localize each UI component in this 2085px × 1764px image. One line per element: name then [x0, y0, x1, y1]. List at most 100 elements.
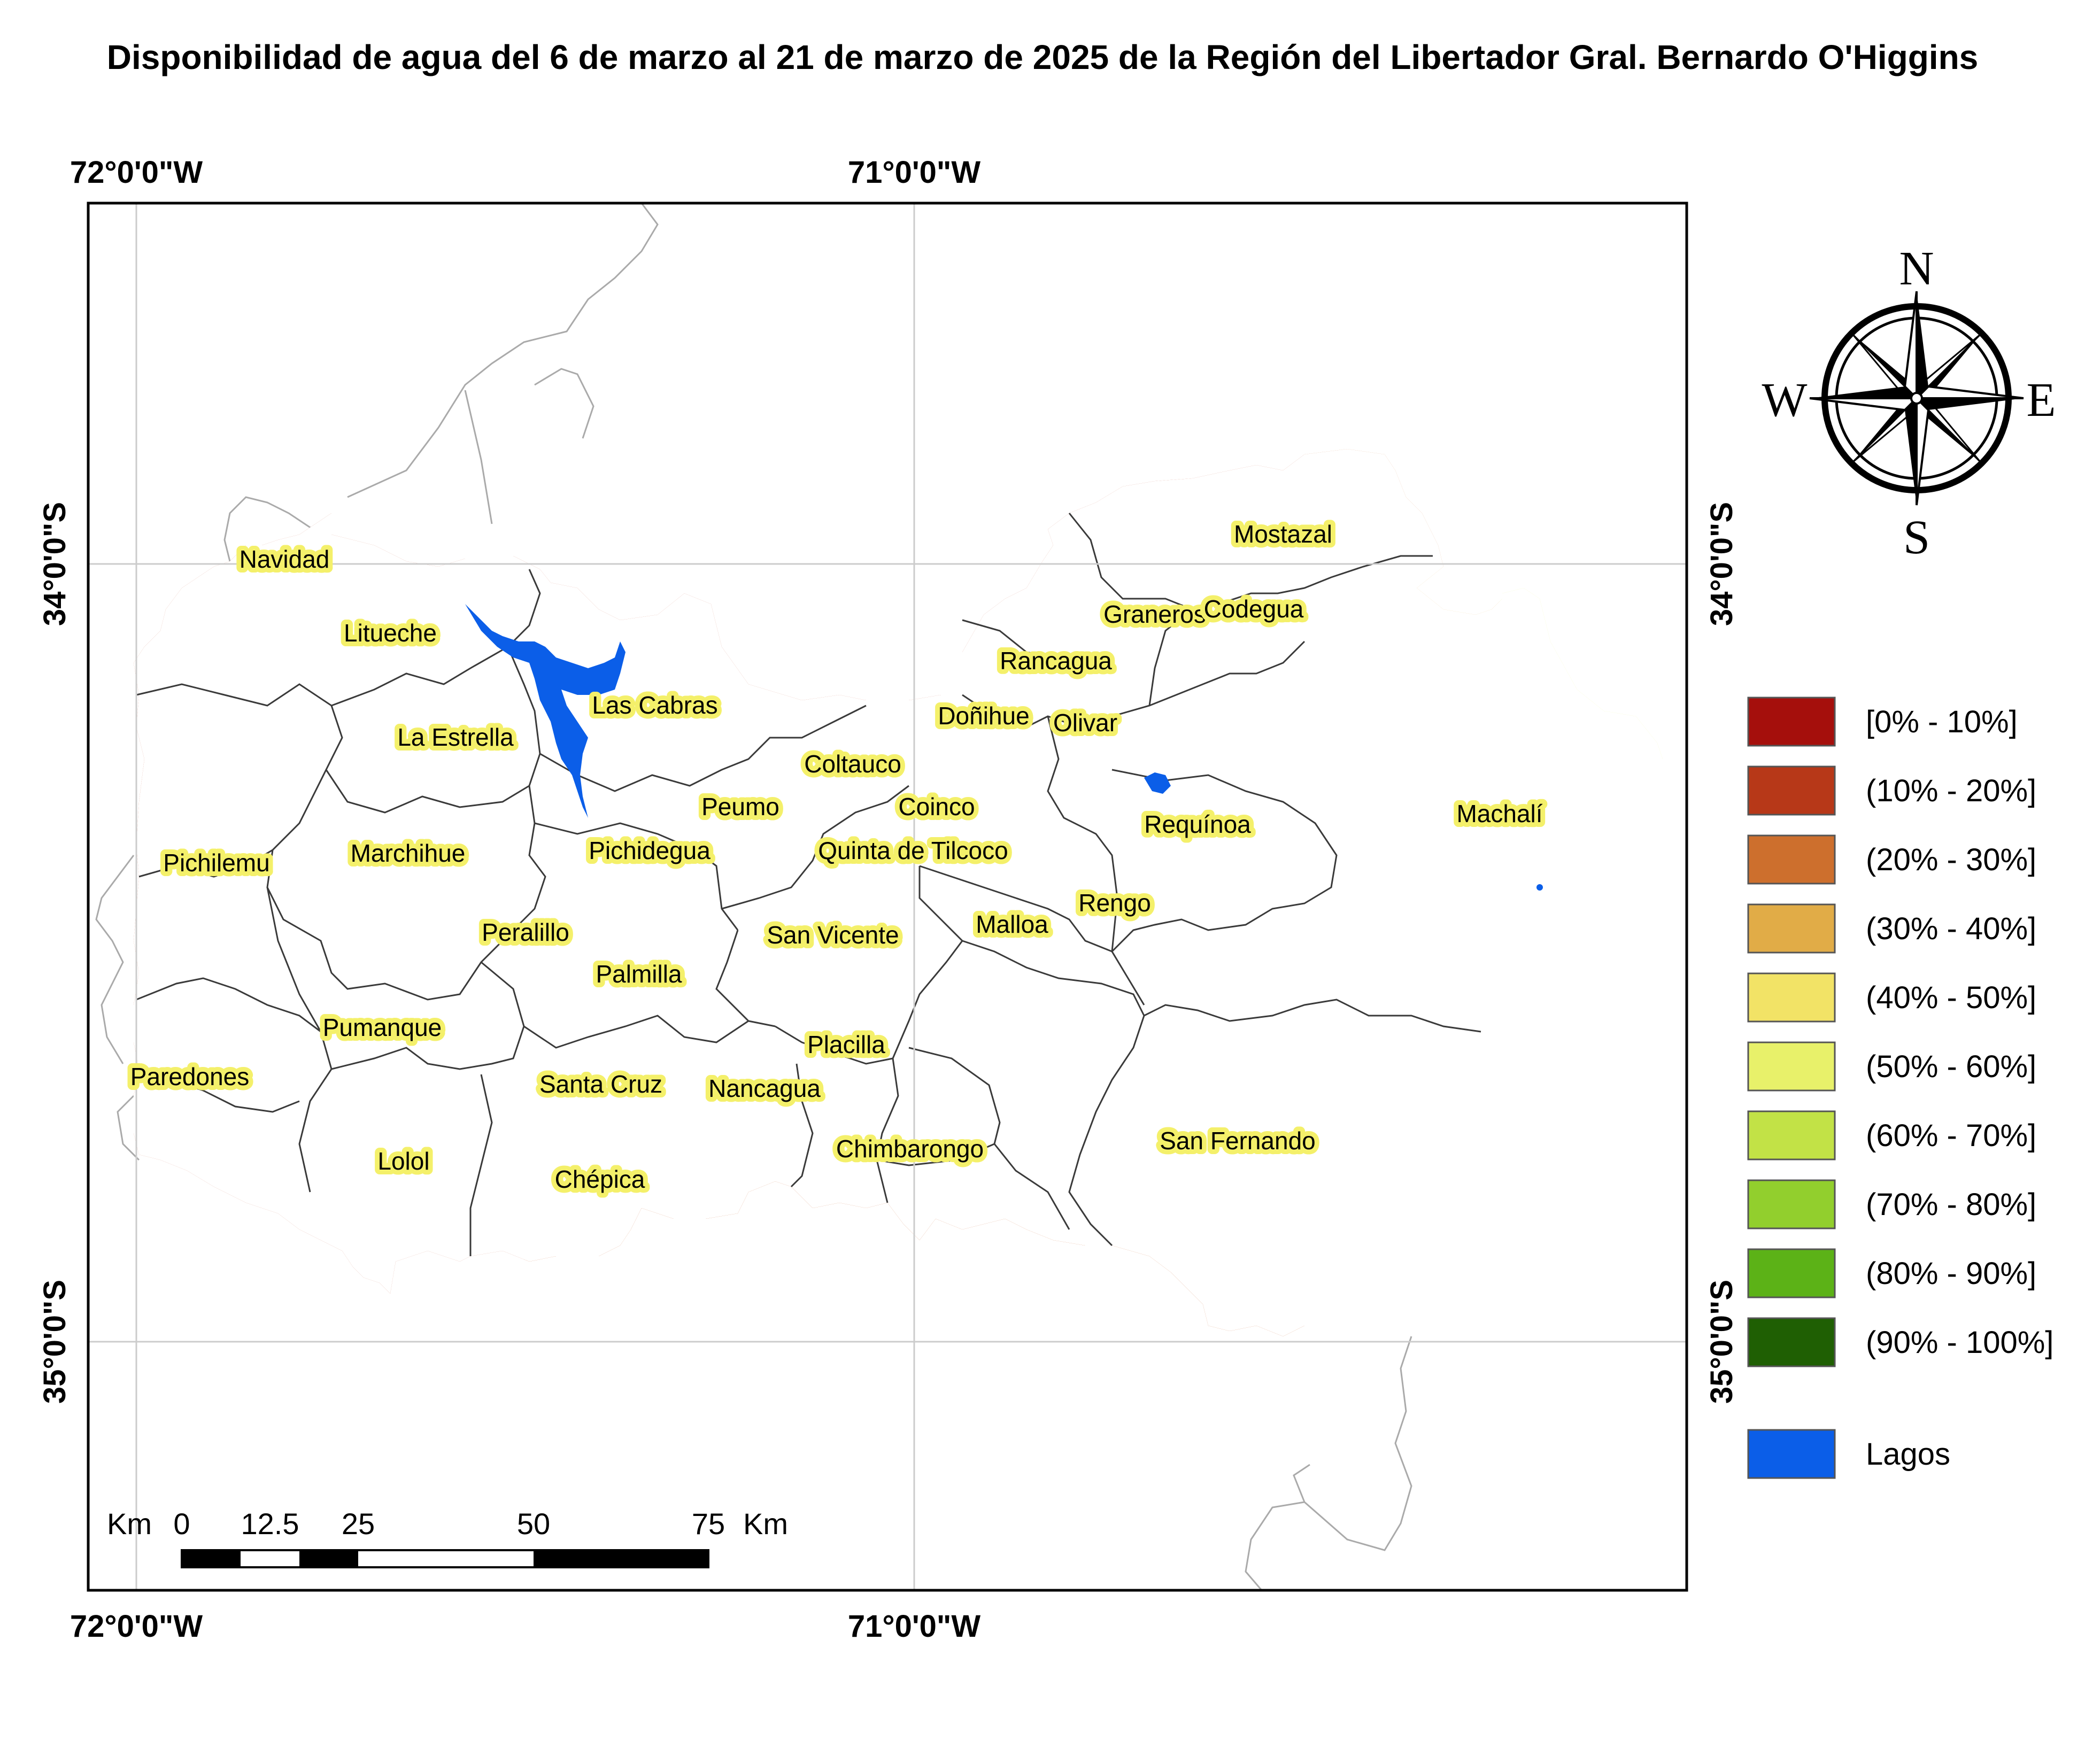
scale-unit-right: Km	[743, 1507, 788, 1541]
place-label-halo: Las Cabras	[592, 691, 717, 719]
place-label: Machalí	[1456, 800, 1542, 827]
place-label: Placilla	[807, 1031, 885, 1058]
place-label-halo: Malloa	[976, 910, 1048, 938]
legend-swatch	[1747, 972, 1836, 1023]
place-label: Lolol	[377, 1147, 429, 1175]
place-label: La Estrella	[397, 723, 514, 751]
legend: [0% - 10%] (10% - 20%] (20% - 30%] (30% - 4…	[1747, 697, 2053, 1479]
place-label: Pichidegua	[589, 837, 711, 864]
map-title: Disponibilidad de agua del 6 de marzo al…	[106, 38, 1979, 76]
place-label-halo: Rancagua	[1000, 647, 1112, 675]
lake-requinoa	[1144, 772, 1171, 794]
place-label-halo: Coltauco	[804, 750, 901, 778]
legend-swatch	[1747, 1179, 1836, 1229]
legend-label: (90% - 100%]	[1866, 1325, 2053, 1360]
scale-bar-seg-3	[299, 1550, 358, 1567]
coast-north	[223, 496, 321, 562]
place-label: Marchihue	[351, 839, 466, 867]
place-label-halo: Placilla	[807, 1031, 885, 1058]
place-label-halo: Nancagua	[708, 1074, 821, 1102]
place-label-halo: Machalí	[1456, 800, 1542, 827]
scale-bar: Km 0 12.5 25 50 75 Km	[107, 1507, 788, 1568]
place-label: Pumanque	[323, 1013, 442, 1041]
legend-label: (20% - 30%]	[1866, 842, 2036, 877]
place-label-halo: Santa Cruz	[539, 1070, 662, 1098]
scale-bar-seg-5	[534, 1550, 708, 1567]
place-label: Navidad	[240, 545, 330, 573]
lat-right-35: 35°0'0"S	[1704, 1280, 1739, 1404]
scale-tick-0: 0	[173, 1507, 190, 1541]
scale-unit-left: Km	[107, 1507, 152, 1541]
place-label-halo: Pumanque	[323, 1013, 442, 1041]
legend-label: (40% - 50%]	[1866, 980, 2036, 1015]
place-label-halo: Chimbarongo	[836, 1135, 984, 1163]
place-label: Chépica	[555, 1165, 645, 1193]
place-label: Rancagua	[1000, 647, 1112, 675]
lakes	[465, 604, 1543, 891]
legend-label: (80% - 90%]	[1866, 1256, 2036, 1291]
place-label: Paredones	[130, 1063, 250, 1090]
map-frame	[87, 202, 1688, 1592]
graticule	[88, 203, 1687, 1590]
legend-label: (50% - 60%]	[1866, 1049, 2036, 1084]
compass-e: E	[2027, 374, 2056, 427]
scale-bar-seg-1	[182, 1550, 241, 1567]
legend-swatch	[1747, 765, 1836, 816]
legend-swatch	[1747, 1041, 1836, 1092]
place-label: San Vicente	[767, 921, 899, 949]
rapel-lake	[465, 604, 626, 818]
legend-label: (30% - 40%]	[1866, 911, 2036, 946]
place-label: Graneros	[1103, 600, 1206, 628]
compass-rose-icon	[1809, 291, 2024, 506]
place-label: Codegua	[1204, 595, 1304, 623]
place-label-halo: Mostazal	[1234, 520, 1332, 548]
place-label-halo: San Fernando	[1160, 1127, 1316, 1155]
place-label-halo: Quinta de Tilcoco	[818, 837, 1008, 864]
place-label-halo: San Vicente	[767, 921, 899, 949]
legend-swatch	[1747, 834, 1836, 885]
place-label-halo: Marchihue	[351, 839, 466, 867]
place-label-halo: Peralillo	[482, 918, 569, 946]
place-label: Quinta de Tilcoco	[818, 837, 1008, 864]
commune-boundaries	[133, 448, 1687, 1337]
legend-label: (70% - 80%]	[1866, 1187, 2036, 1222]
place-label: Olivar	[1053, 709, 1117, 737]
lat-left-34: 34°0'0"S	[37, 502, 72, 626]
place-label-halo: Pichidegua	[589, 837, 711, 864]
lon-bottom-72: 72°0'0"W	[70, 1609, 203, 1644]
place-label: Santa Cruz	[539, 1070, 662, 1098]
legend-label: (60% - 70%]	[1866, 1118, 2036, 1153]
place-label-halo: Litueche	[344, 619, 437, 647]
lat-left-35: 35°0'0"S	[37, 1280, 72, 1404]
place-label: Las Cabras	[592, 691, 717, 719]
legend-swatch	[1747, 903, 1836, 954]
place-label-halo: Graneros	[1103, 600, 1206, 628]
place-label-halo: La Estrella	[397, 723, 514, 751]
lon-top-72: 72°0'0"W	[70, 155, 203, 190]
scale-tick-12-5: 12.5	[241, 1507, 299, 1541]
place-label-halo: Rengo	[1078, 889, 1151, 917]
legend-swatch	[1747, 697, 1836, 747]
legend-swatch	[1747, 1110, 1836, 1160]
place-label-halo: Peumo	[701, 793, 779, 821]
place-label-halo: Pichilemu	[163, 849, 269, 877]
place-label: Requínoa	[1144, 810, 1251, 838]
place-label-halo: Lolol	[377, 1147, 429, 1175]
lat-right-34: 34°0'0"S	[1704, 502, 1739, 626]
compass-s: S	[1903, 511, 1930, 564]
scale-tick-25: 25	[342, 1507, 375, 1541]
scale-tick-50: 50	[517, 1507, 550, 1541]
place-label: Nancagua	[708, 1074, 821, 1102]
place-label-halo: Doñihue	[938, 702, 1029, 730]
place-label: Malloa	[976, 910, 1048, 938]
place-label-halo: Navidad	[240, 545, 330, 573]
legend-swatch	[1747, 1317, 1836, 1367]
legend-swatch	[1747, 1429, 1836, 1479]
place-label: Doñihue	[938, 702, 1029, 730]
lon-bottom-71: 71°0'0"W	[848, 1609, 981, 1644]
place-label-halo: Olivar	[1053, 709, 1117, 737]
place-label: Chimbarongo	[836, 1135, 984, 1163]
place-label: Mostazal	[1234, 520, 1332, 548]
place-label: Rengo	[1078, 889, 1151, 917]
